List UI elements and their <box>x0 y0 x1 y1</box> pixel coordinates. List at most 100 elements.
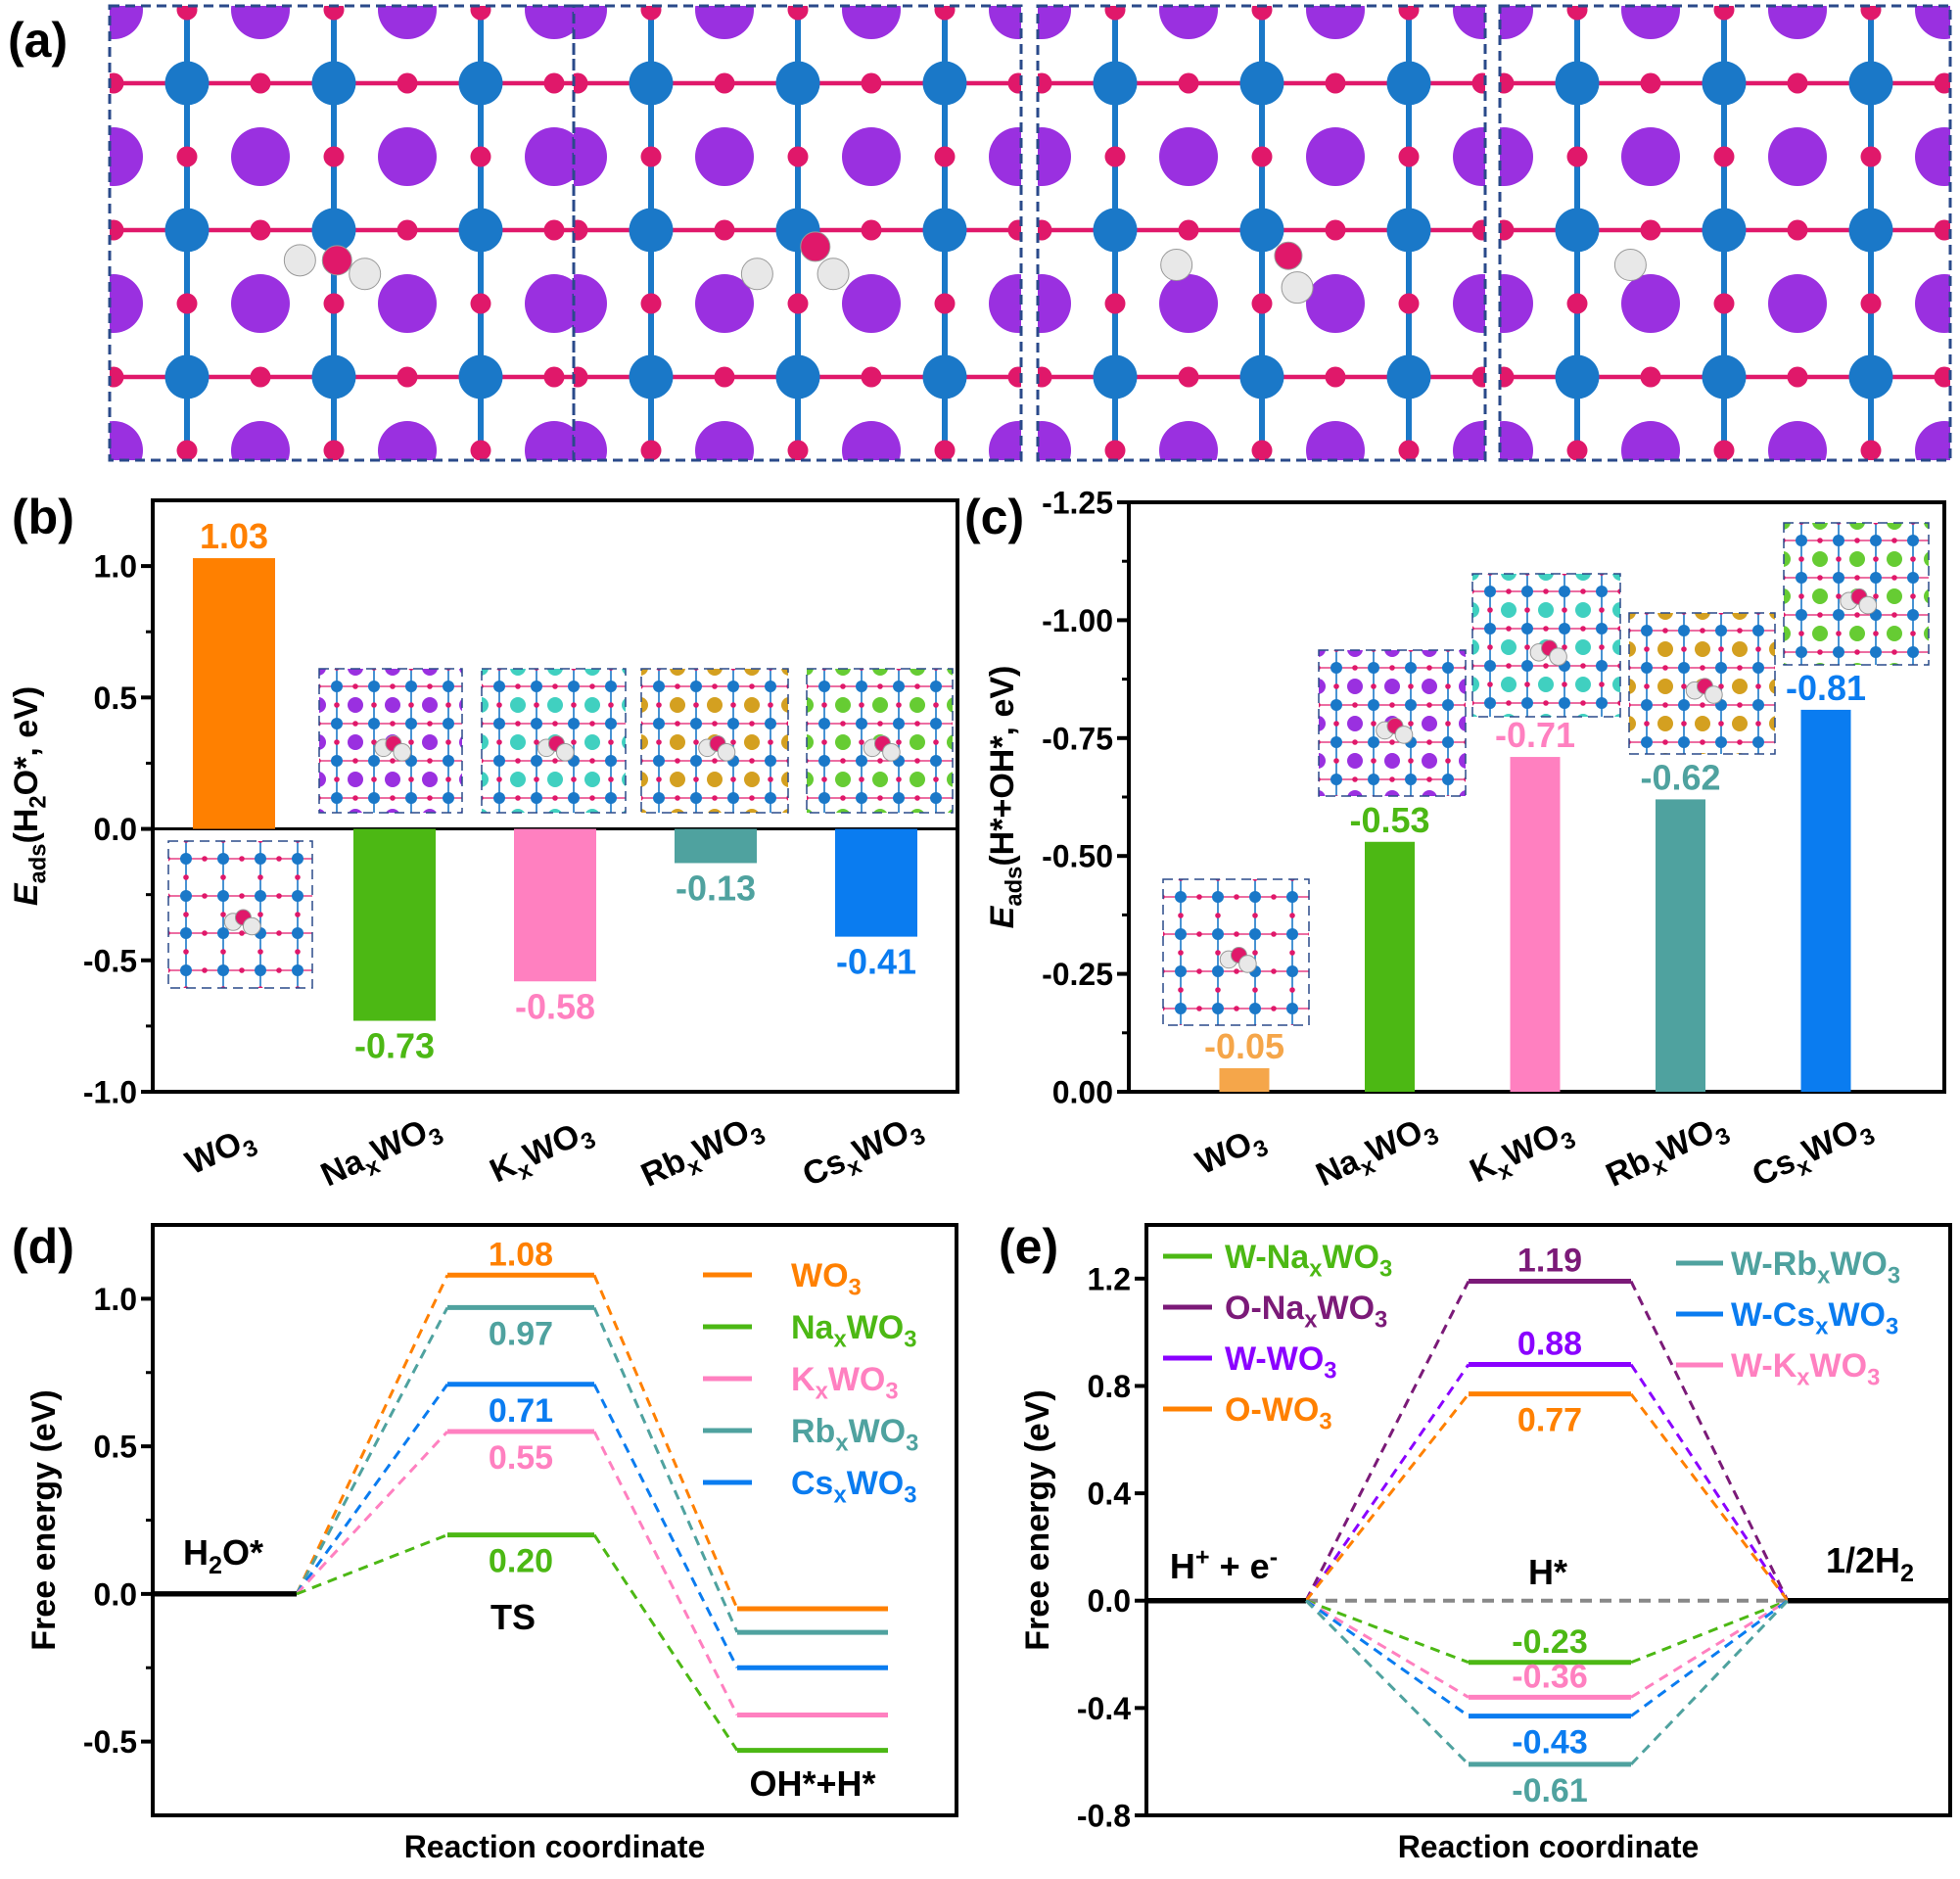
oxygen-atom <box>1761 519 1767 525</box>
state-label: 1/2H2 <box>1826 1540 1914 1587</box>
oxygen-atom <box>332 874 338 880</box>
cation-atom <box>1612 574 1620 581</box>
cation-atom <box>574 6 607 39</box>
oxygen-atom <box>1873 668 1879 674</box>
level-value-label: 0.97 <box>489 1315 553 1352</box>
tungsten-atom <box>1175 854 1187 866</box>
tungsten-atom <box>1386 208 1431 253</box>
text-span: TS <box>490 1597 536 1637</box>
oxygen-atom <box>176 6 198 21</box>
oxygen-atom <box>1891 649 1897 655</box>
text-span: W-Rb <box>1731 1245 1817 1283</box>
oxygen-atom <box>1371 683 1377 689</box>
text-span: Rb <box>1601 1142 1657 1195</box>
tungsten-atom <box>1559 548 1570 560</box>
oxygen-atom <box>933 814 939 820</box>
tungsten-atom <box>1715 736 1727 748</box>
connector-WO3 <box>295 1274 449 1595</box>
cation-atom <box>807 734 814 750</box>
label-layer: Eads(H2O*, eV)1.03WO3-0.73NaxWO3-0.58KxW… <box>6 516 1917 1864</box>
oxygen-atom <box>935 587 956 608</box>
oxygen-atom <box>1524 574 1530 576</box>
oxygen-atom <box>352 683 358 689</box>
oxygen-atom <box>1178 913 1184 918</box>
tungsten-atom <box>1330 811 1342 822</box>
oxygen-atom <box>641 683 643 689</box>
legend-label-O-WO3: O-WO3 <box>1225 1391 1332 1435</box>
oxygen-atom <box>315 646 321 652</box>
cation-atom <box>1496 790 1512 806</box>
cation-atom <box>835 697 851 713</box>
oxygen-atom <box>1178 72 1199 94</box>
tungsten-atom <box>818 718 830 729</box>
cation-atom <box>168 869 175 885</box>
tungsten-atom <box>1633 586 1645 597</box>
text-span: Na <box>791 1309 835 1346</box>
tungsten-atom <box>1442 699 1454 711</box>
oxygen-atom <box>515 646 521 652</box>
cation-atom <box>1229 908 1244 923</box>
oxygen-atom <box>765 294 785 314</box>
oxygen-atom <box>168 893 170 899</box>
tungsten-atom <box>456 829 468 841</box>
oxygen-atom <box>371 739 377 745</box>
oxygen-atom <box>1784 575 1786 581</box>
tungsten-atom <box>802 829 814 841</box>
tungsten-atom <box>1641 587 1653 599</box>
text-span: 2 <box>1900 1560 1914 1587</box>
oxygen-atom <box>1562 756 1567 762</box>
tungsten-atom <box>967 718 979 729</box>
state-label: H+ + e- <box>1170 1543 1278 1586</box>
tungsten-atom <box>653 755 665 767</box>
oxygen-atom <box>823 832 829 838</box>
oxygen-atom <box>1861 734 1882 755</box>
oxygen-atom <box>1546 0 1566 21</box>
panel-label-c: (c) <box>964 490 1024 544</box>
oxygen-atom <box>1178 987 1184 993</box>
cation-atom <box>234 869 250 885</box>
cation-atom <box>1422 790 1437 796</box>
oxygen-atom <box>1784 612 1786 618</box>
oxygen-atom <box>1082 294 1102 314</box>
oxygen-atom <box>1141 950 1146 956</box>
tungsten-atom <box>1633 548 1645 560</box>
oxygen-atom <box>1315 814 1321 820</box>
oxygen-atom <box>656 669 662 671</box>
cation-atom <box>1191 1019 1207 1025</box>
oxygen-atom <box>408 814 414 820</box>
tungsten-atom <box>856 792 867 804</box>
tungsten-atom <box>727 643 739 655</box>
oxygen-atom <box>1082 0 1102 21</box>
data-label: -0.62 <box>1640 757 1720 797</box>
oxygen-atom <box>1178 219 1199 241</box>
oxygen-atom <box>1445 758 1451 764</box>
tungsten-atom <box>1521 586 1533 597</box>
cation-atom <box>807 772 814 787</box>
cation-atom <box>1453 127 1485 186</box>
tungsten-atom <box>180 816 192 827</box>
oxygen-atom <box>1333 832 1339 838</box>
cation-atom <box>1812 551 1828 567</box>
cation-atom <box>1306 568 1365 627</box>
tungsten-atom <box>1641 625 1653 636</box>
hydrogen-atom <box>283 244 316 277</box>
cation-atom <box>308 908 312 921</box>
oxygen-atom <box>786 795 788 801</box>
cation-atom <box>948 809 953 813</box>
oxygen-atom <box>1693 294 1713 314</box>
level-value-label: -0.61 <box>1512 1772 1588 1809</box>
oxygen-atom <box>1798 631 1804 636</box>
cation-atom <box>1500 6 1533 39</box>
cation-atom <box>818 568 877 627</box>
oxygen-atom <box>1215 987 1221 993</box>
cation-atom <box>1319 716 1326 731</box>
oxygen-atom <box>1910 593 1916 599</box>
oxygen-atom <box>1032 661 1052 681</box>
cation-atom <box>231 127 290 186</box>
panel-label-a: (a) <box>8 13 68 68</box>
lattice-atoms <box>641 643 829 841</box>
connector-W-CsxWO3 <box>1630 1599 1789 1717</box>
tungsten-atom <box>443 755 454 767</box>
oxygen-atom <box>1718 613 1724 615</box>
tungsten-atom <box>312 502 356 546</box>
